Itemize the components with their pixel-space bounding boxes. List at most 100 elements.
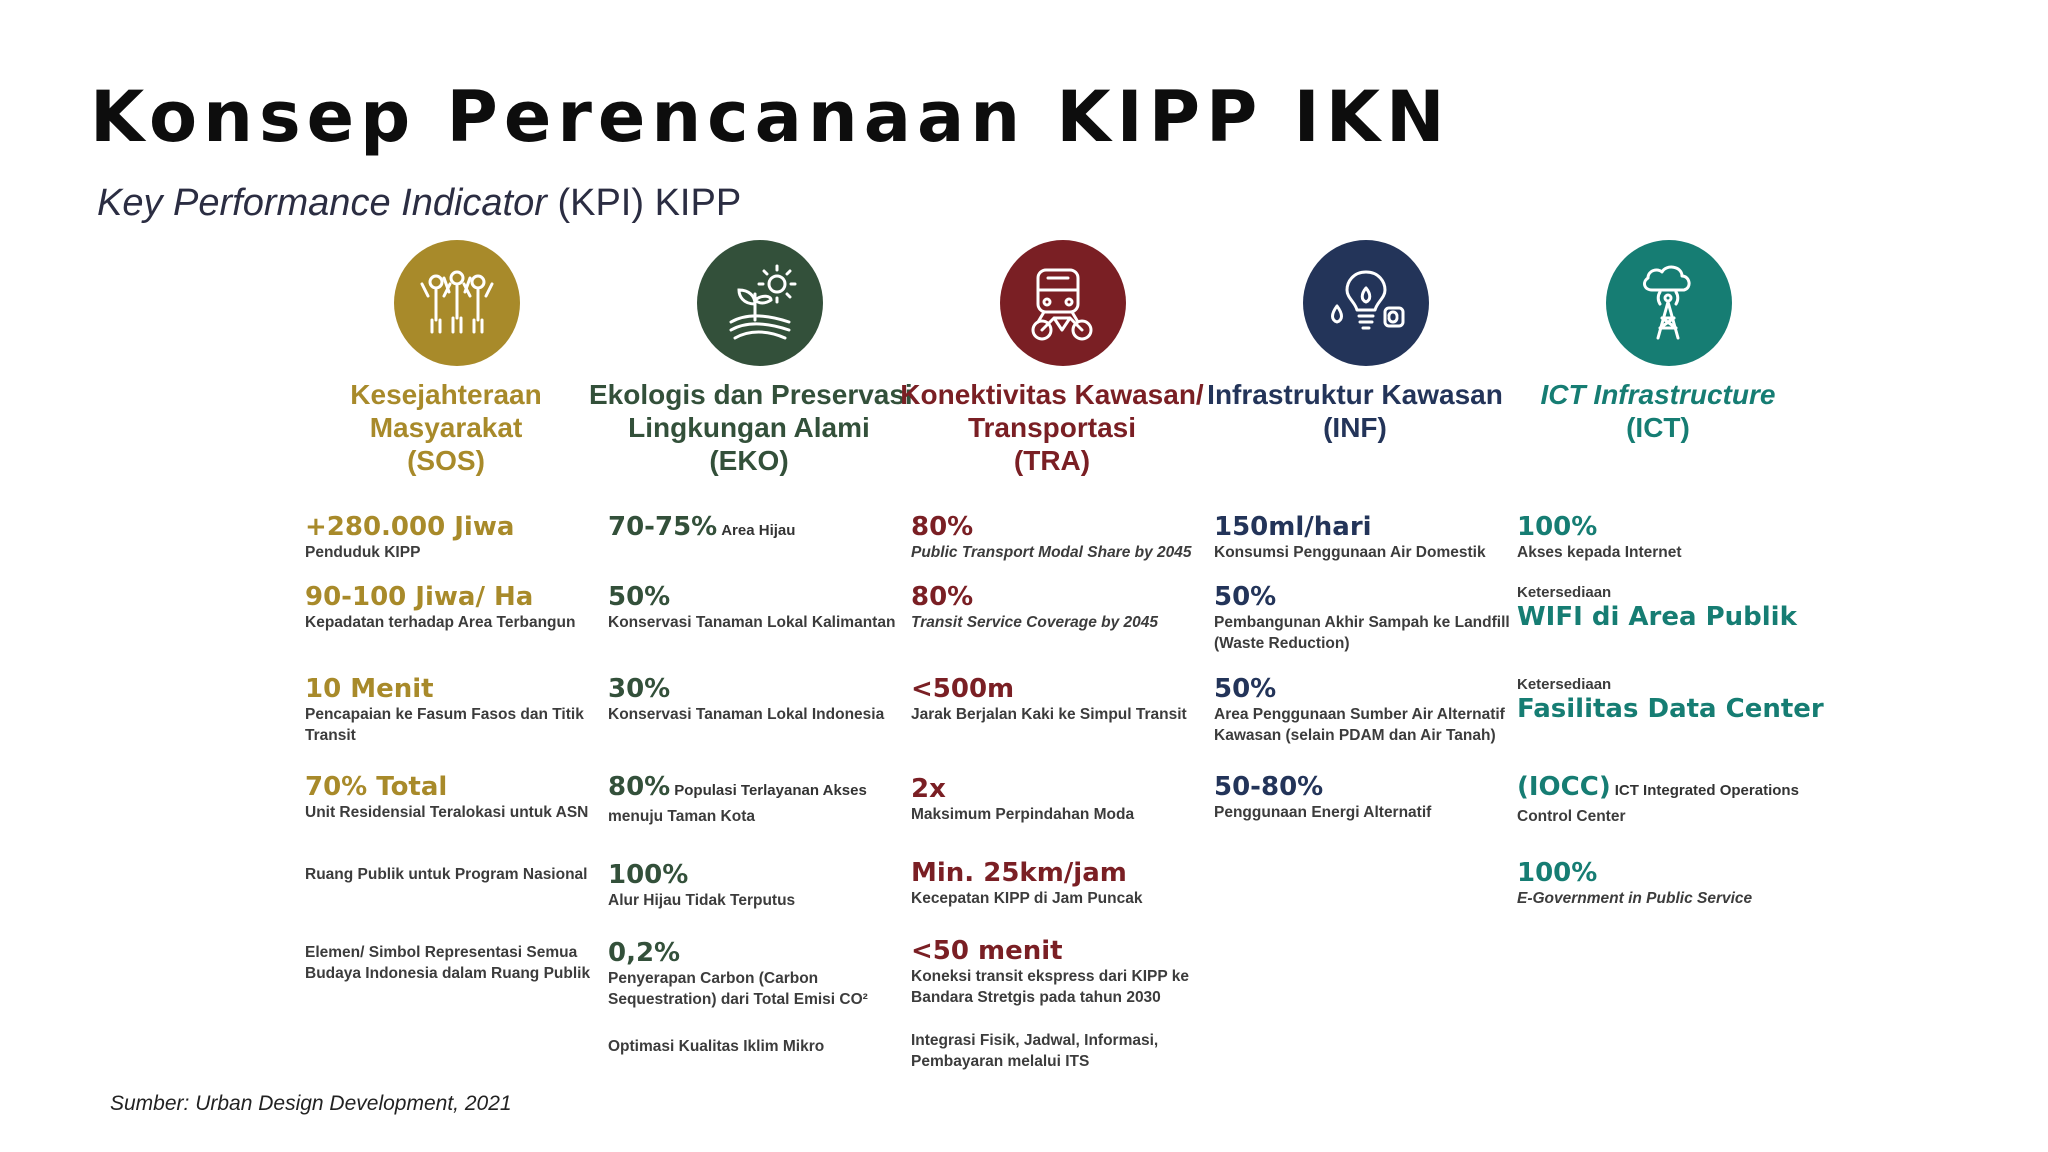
kpi-item: 50% Konservasi Tanaman Lokal Kalimantan [608, 582, 913, 633]
kpi-value: 70% Total [305, 772, 448, 802]
people-celebrating-icon [394, 240, 520, 366]
kpi-value: 100% [608, 860, 689, 890]
kpi-item: Ketersediaan WIFI di Area Publik [1517, 584, 1822, 632]
water-bulb-recycle-icon [1303, 240, 1429, 366]
kpi-value: +280.000 Jiwa [305, 512, 515, 542]
plant-sun-icon [697, 240, 823, 366]
heading-line: Ekologis dan Preservasi [589, 379, 913, 410]
kpi-desc: Jarak Berjalan Kaki ke Simpul Transit [911, 706, 1187, 723]
kpi-item: 100% Akses kepada Internet [1517, 512, 1822, 563]
heading-line: Lingkungan Alami [628, 412, 870, 443]
kpi-desc: Konsumsi Penggunaan Air Domestik [1214, 544, 1486, 561]
kpi-value: 50% [608, 582, 671, 612]
kpi-desc: Public Transport Modal Share by 2045 [911, 544, 1192, 561]
kpi-item: 50-80% Penggunaan Energi Alternatif [1214, 772, 1519, 823]
heading-line: ICT Infrastructure [1540, 379, 1776, 410]
kpi-desc: Maksimum Perpindahan Moda [911, 806, 1135, 823]
kpi-item: 2x Maksimum Perpindahan Moda [911, 774, 1216, 825]
kpi-value: 100% [1517, 858, 1598, 888]
heading-ict: ICT Infrastructure (ICT) [1498, 378, 1818, 444]
kpi-value-text: 80% [608, 772, 671, 802]
kpi-value: 80% Populasi Terlayanan Akses [608, 772, 913, 806]
kpi-item: (IOCC) ICT Integrated Operations Control … [1517, 772, 1822, 827]
heading-tra: Konektivitas Kawasan/ Transportasi (TRA) [892, 378, 1212, 477]
kpi-item: 90-100 Jiwa/ Ha Kepadatan terhadap Area … [305, 582, 610, 633]
kpi-item: 80% Public Transport Modal Share by 2045 [911, 512, 1216, 563]
kpi-item: <50 menit Koneksi transit ekspress dari … [911, 936, 1216, 1008]
column-sos: Kesejahteraan Masyarakat (SOS) +280.000 … [300, 240, 600, 1100]
kpi-item: Integrasi Fisik, Jadwal, Informasi, Pemb… [911, 1030, 1216, 1072]
kpi-item: <500m Jarak Berjalan Kaki ke Simpul Tran… [911, 674, 1216, 725]
kpi-value: 30% [608, 674, 671, 704]
kpi-value: 150ml/hari [1214, 512, 1372, 542]
kpi-desc: Pembangunan Akhir Sampah ke Landfill (Wa… [1214, 614, 1510, 652]
kpi-item: 80% Populasi Terlayanan Akses menuju Tama… [608, 772, 913, 827]
heading-line: (SOS) [407, 445, 485, 476]
kpi-desc: Unit Residensial Teralokasi untuk ASN [305, 804, 589, 821]
subtitle-rest: (KPI) KIPP [546, 182, 742, 224]
kpi-item: Ruang Publik untuk Program Nasional [305, 864, 610, 885]
kpi-value: 10 Menit [305, 674, 434, 704]
kpi-value: 70-75% Area Hijau [608, 512, 913, 546]
kpi-columns: Kesejahteraan Masyarakat (SOS) +280.000 … [300, 240, 1860, 1100]
kpi-item: 30% Konservasi Tanaman Lokal Indonesia [608, 674, 913, 725]
kpi-desc: Alur Hijau Tidak Terputus [608, 892, 796, 909]
kpi-item: +280.000 Jiwa Penduduk KIPP [305, 512, 610, 563]
kpi-item: 10 Menit Pencapaian ke Fasum Fasos dan T… [305, 674, 610, 746]
heading-line: Masyarakat [369, 412, 523, 443]
kpi-item: Ketersediaan Fasilitas Data Center [1517, 676, 1824, 724]
kpi-desc: Penggunaan Energi Alternatif [1214, 804, 1432, 821]
column-inf: Infrastruktur Kawasan (INF) 150ml/hari K… [1207, 240, 1510, 1100]
heading-sos: Kesejahteraan Masyarakat (SOS) [286, 378, 606, 477]
heading-inf: Infrastruktur Kawasan (INF) [1195, 378, 1515, 444]
page-title: Konsep Perencanaan KIPP IKN [90, 76, 1451, 158]
kpi-inline: ICT Integrated Operations [1614, 782, 1799, 799]
kpi-inline: Area Hijau [721, 522, 796, 539]
kpi-desc: Pencapaian ke Fasum Fasos dan Titik Tran… [305, 706, 584, 744]
kpi-value-text: (IOCC) [1517, 772, 1611, 802]
column-eko: Ekologis dan Preservasi Lingkungan Alami… [589, 240, 913, 1100]
kpi-desc: Elemen/ Simbol Representasi Semua Budaya… [305, 944, 591, 982]
kpi-desc: Kepadatan terhadap Area Terbangun [305, 614, 576, 631]
kpi-inline: Populasi Terlayanan Akses [674, 782, 867, 799]
kpi-item: 0,2% Penyerapan Carbon (Carbon Sequestra… [608, 938, 913, 1010]
kpi-item: 80% Transit Service Coverage by 2045 [911, 582, 1216, 633]
kpi-desc: Transit Service Coverage by 2045 [911, 614, 1158, 631]
train-bicycle-icon [1000, 240, 1126, 366]
heading-line: (INF) [1323, 412, 1387, 443]
column-tra: Konektivitas Kawasan/ Transportasi (TRA)… [900, 240, 1206, 1100]
heading-line: Kesejahteraan [350, 379, 542, 410]
kpi-desc: Area Penggunaan Sumber Air Alternatif Ka… [1214, 706, 1505, 744]
kpi-value: 2x [911, 774, 946, 804]
kpi-desc: Ruang Publik untuk Program Nasional [305, 866, 588, 883]
kpi-item: Optimasi Kualitas Iklim Mikro [608, 1036, 913, 1057]
kpi-desc: Optimasi Kualitas Iklim Mikro [608, 1038, 825, 1055]
heading-line: (EKO) [709, 445, 789, 476]
kpi-desc: Penyerapan Carbon (Carbon Sequestration)… [608, 970, 868, 1008]
kpi-desc: Koneksi transit ekspress dari KIPP ke Ba… [911, 968, 1189, 1006]
kpi-item: 150ml/hari Konsumsi Penggunaan Air Domes… [1214, 512, 1519, 563]
kpi-desc: Integrasi Fisik, Jadwal, Informasi, Pemb… [911, 1032, 1159, 1070]
kpi-desc: Konservasi Tanaman Lokal Kalimantan [608, 614, 896, 631]
kpi-item: Min. 25km/jam Kecepatan KIPP di Jam Punc… [911, 858, 1216, 909]
kpi-item: 70% Total Unit Residensial Teralokasi un… [305, 772, 610, 823]
kpi-desc: Akses kepada Internet [1517, 544, 1682, 561]
page-subtitle: Key Performance Indicator (KPI) KIPP [97, 182, 741, 225]
kpi-desc: Penduduk KIPP [305, 544, 421, 561]
kpi-value: 0,2% [608, 938, 681, 968]
kpi-value: 50% [1214, 674, 1277, 704]
kpi-prefix: Ketersediaan [1517, 676, 1612, 693]
kpi-value-text: 70-75% [608, 512, 718, 542]
kpi-value: 80% [911, 512, 974, 542]
heading-line: (ICT) [1626, 412, 1690, 443]
kpi-item: 50% Pembangunan Akhir Sampah ke Landfill… [1214, 582, 1519, 654]
kpi-value: <500m [911, 674, 1015, 704]
kpi-value: 50% [1214, 582, 1277, 612]
kpi-prefix: Ketersediaan [1517, 584, 1612, 601]
cell-tower-cloud-icon [1606, 240, 1732, 366]
kpi-value: WIFI di Area Publik [1517, 602, 1797, 632]
kpi-value: <50 menit [911, 936, 1063, 966]
kpi-value: Min. 25km/jam [911, 858, 1127, 888]
heading-line: Konektivitas Kawasan/ [900, 379, 1204, 410]
kpi-item: 100% E-Government in Public Service [1517, 858, 1822, 909]
